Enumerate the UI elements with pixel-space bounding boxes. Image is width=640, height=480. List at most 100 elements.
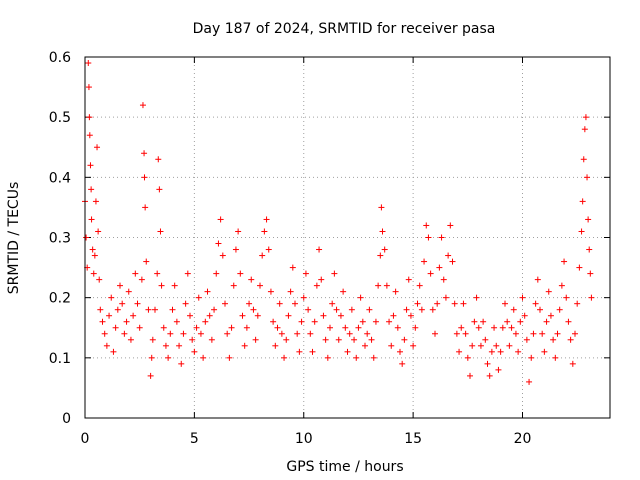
data-point	[158, 282, 165, 289]
data-point	[130, 312, 137, 319]
data-point	[224, 330, 231, 337]
data-point	[329, 300, 336, 307]
data-point	[519, 294, 526, 301]
data-point	[475, 324, 482, 331]
data-point	[362, 342, 368, 349]
data-point	[526, 378, 533, 385]
data-point	[270, 318, 277, 325]
data-point	[86, 114, 93, 121]
data-point	[141, 150, 148, 157]
data-point	[561, 258, 568, 265]
data-point	[261, 228, 268, 235]
data-point	[281, 354, 288, 361]
data-point	[331, 270, 338, 277]
data-point	[567, 336, 574, 343]
data-point	[574, 300, 581, 307]
data-point	[467, 372, 473, 379]
tick-layer	[84, 56, 610, 419]
data-point	[173, 318, 180, 325]
data-point	[407, 312, 414, 319]
data-point	[456, 348, 463, 355]
data-point	[87, 162, 94, 169]
data-point	[351, 336, 358, 343]
data-point	[460, 300, 467, 307]
data-point	[449, 258, 456, 265]
data-point	[90, 270, 97, 277]
data-point	[169, 306, 176, 313]
data-point	[556, 306, 563, 313]
data-point	[141, 174, 148, 181]
data-point	[383, 282, 390, 289]
data-point	[578, 228, 585, 235]
data-point	[106, 312, 113, 319]
data-point	[427, 270, 434, 277]
data-point	[364, 330, 371, 337]
data-point	[534, 276, 541, 283]
data-point	[239, 312, 246, 319]
data-point	[512, 330, 519, 337]
data-point	[438, 234, 445, 241]
data-point	[473, 294, 480, 301]
data-point	[313, 282, 320, 289]
data-point	[348, 306, 355, 313]
data-point	[541, 348, 548, 355]
data-point	[569, 360, 576, 367]
y-tick-label: 0.4	[49, 170, 71, 186]
data-point	[517, 318, 524, 325]
data-point	[327, 324, 333, 331]
data-point	[91, 252, 98, 259]
data-point	[324, 354, 331, 361]
data-point	[219, 252, 226, 259]
data-point	[99, 318, 106, 325]
data-point	[241, 342, 248, 349]
data-point	[145, 306, 152, 313]
y-tick-label: 0.6	[49, 50, 71, 66]
data-point	[243, 324, 250, 331]
data-point	[586, 246, 593, 253]
data-point	[401, 336, 408, 343]
data-point	[582, 114, 589, 121]
data-point	[418, 306, 425, 313]
data-point	[152, 306, 158, 313]
data-point	[579, 198, 586, 205]
data-point	[458, 324, 465, 331]
data-point	[416, 282, 423, 289]
data-point	[125, 288, 132, 295]
data-point	[585, 216, 592, 223]
data-point	[85, 60, 92, 67]
data-point	[114, 306, 121, 313]
data-point	[88, 216, 95, 223]
data-point	[581, 126, 588, 133]
data-point	[235, 228, 242, 235]
data-point	[366, 306, 373, 313]
data-point	[502, 300, 508, 307]
x-tick-label: 10	[295, 431, 313, 447]
data-point	[484, 360, 491, 367]
data-point	[359, 318, 366, 325]
data-point	[521, 312, 528, 319]
data-point	[85, 84, 92, 91]
data-point	[119, 300, 126, 307]
y-tick-label: 0.5	[49, 110, 71, 126]
data-point	[423, 222, 430, 229]
data-point	[176, 342, 183, 349]
x-axis-label: GPS time / hours	[286, 459, 403, 475]
data-point	[92, 198, 99, 205]
data-point	[368, 336, 375, 343]
x-tick-label: 5	[190, 431, 199, 447]
data-point	[265, 246, 272, 253]
data-point	[372, 318, 379, 325]
data-point	[83, 234, 90, 241]
data-point	[471, 318, 478, 325]
data-point	[305, 306, 312, 313]
data-point	[552, 354, 559, 361]
data-point	[403, 306, 410, 313]
data-point	[311, 318, 318, 325]
data-point	[335, 336, 342, 343]
x-tick-label: 15	[404, 431, 422, 447]
data-point	[425, 234, 432, 241]
data-point	[132, 270, 139, 277]
data-point	[388, 342, 395, 349]
data-point	[250, 306, 257, 313]
data-point	[442, 294, 449, 301]
